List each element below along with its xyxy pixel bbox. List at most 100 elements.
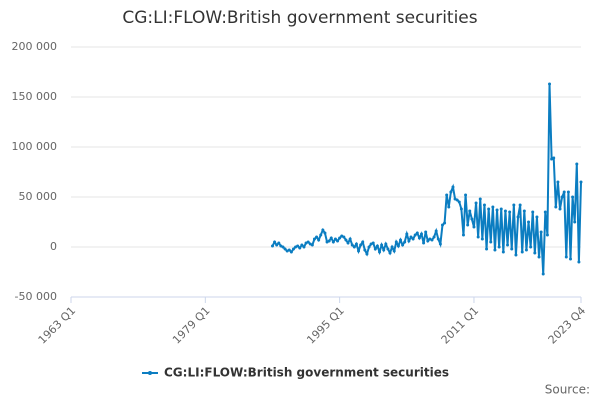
data-point xyxy=(470,217,474,221)
data-point xyxy=(361,240,365,244)
data-point xyxy=(352,245,356,249)
data-point xyxy=(344,238,348,242)
data-point xyxy=(405,232,409,236)
data-point xyxy=(514,253,518,257)
data-point xyxy=(273,240,277,244)
source: Source: xyxy=(545,383,590,397)
data-point xyxy=(491,205,495,209)
data-point xyxy=(541,272,545,276)
data-point xyxy=(474,201,478,205)
y-tick-label: 200 000 xyxy=(12,40,58,53)
data-point xyxy=(373,247,377,251)
data-point xyxy=(447,205,451,209)
data-point xyxy=(354,242,358,246)
x-tick-label: 1995 Q1 xyxy=(304,304,347,347)
data-point xyxy=(281,245,285,249)
data-point xyxy=(357,249,361,253)
data-point xyxy=(390,245,394,249)
data-point xyxy=(545,233,549,237)
data-point xyxy=(436,237,440,241)
data-point xyxy=(566,190,570,194)
data-point xyxy=(529,245,533,249)
data-point xyxy=(531,210,535,214)
data-point xyxy=(535,215,539,219)
data-point xyxy=(323,231,327,235)
data-point xyxy=(445,193,449,197)
data-point xyxy=(419,232,423,236)
data-point xyxy=(508,210,512,214)
data-point xyxy=(375,244,379,248)
data-point xyxy=(438,242,442,246)
data-point xyxy=(394,240,398,244)
data-point xyxy=(543,210,547,214)
data-point xyxy=(449,190,453,194)
data-point xyxy=(432,235,436,239)
data-point xyxy=(478,197,482,201)
data-point xyxy=(516,215,520,219)
data-point xyxy=(336,239,340,243)
data-point xyxy=(329,236,333,240)
data-point xyxy=(459,207,463,211)
data-point xyxy=(291,247,295,251)
data-point xyxy=(569,257,573,261)
data-point xyxy=(564,255,568,259)
data-point xyxy=(493,248,497,252)
data-point xyxy=(365,252,369,256)
data-point xyxy=(520,250,524,254)
data-point xyxy=(346,241,350,245)
data-point xyxy=(396,244,400,248)
data-point xyxy=(512,203,516,207)
chart-title: CG:LI:FLOW:British government securities xyxy=(122,8,477,28)
data-point xyxy=(468,209,472,213)
data-point xyxy=(510,247,514,251)
data-point xyxy=(378,250,382,254)
data-point xyxy=(533,251,537,255)
data-point xyxy=(522,209,526,213)
legend-marker xyxy=(148,371,152,375)
data-point xyxy=(327,239,331,243)
data-point xyxy=(422,241,426,245)
data-point xyxy=(487,207,491,211)
data-point xyxy=(466,223,470,227)
data-point xyxy=(485,247,489,251)
data-point xyxy=(399,238,403,242)
data-point xyxy=(560,195,564,199)
data-point xyxy=(426,239,430,243)
data-point xyxy=(413,233,417,237)
data-point xyxy=(434,229,438,233)
y-tick-label: 0 xyxy=(50,240,57,253)
data-point xyxy=(461,233,465,237)
data-point xyxy=(501,250,505,254)
data-point xyxy=(388,251,392,255)
data-point xyxy=(457,200,461,204)
data-point xyxy=(489,240,493,244)
data-point xyxy=(283,247,287,251)
data-point xyxy=(407,239,411,243)
data-point xyxy=(298,246,302,250)
data-line xyxy=(271,83,582,275)
data-point xyxy=(577,260,581,264)
data-point xyxy=(482,203,486,207)
data-point xyxy=(289,250,293,254)
data-point xyxy=(350,243,354,247)
data-point xyxy=(367,245,371,249)
data-point xyxy=(579,180,583,184)
data-point xyxy=(440,223,444,227)
data-point xyxy=(480,237,484,241)
data-point xyxy=(392,249,396,253)
x-tick-label: 2011 Q1 xyxy=(439,304,482,347)
data-point xyxy=(451,185,455,189)
data-point xyxy=(573,220,577,224)
data-point xyxy=(443,221,447,225)
data-point xyxy=(464,193,468,197)
data-point xyxy=(321,228,325,232)
data-point xyxy=(497,245,501,249)
data-point xyxy=(277,241,281,245)
data-point xyxy=(315,235,319,239)
y-tick-label: 150 000 xyxy=(12,90,58,103)
data-point xyxy=(310,243,314,247)
data-point xyxy=(518,203,522,207)
y-tick-label: -50 000 xyxy=(15,290,57,303)
data-point xyxy=(411,237,415,241)
data-point xyxy=(319,233,323,237)
